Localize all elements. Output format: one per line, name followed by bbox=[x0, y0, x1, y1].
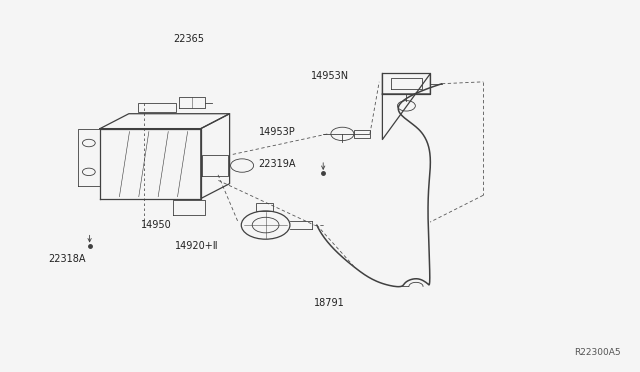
Text: 22319A: 22319A bbox=[258, 159, 296, 169]
Text: 18791: 18791 bbox=[314, 298, 345, 308]
Text: 14920+Ⅱ: 14920+Ⅱ bbox=[175, 241, 219, 250]
Text: 14950: 14950 bbox=[141, 220, 172, 230]
Text: R22300A5: R22300A5 bbox=[574, 348, 621, 357]
Text: 22318A: 22318A bbox=[49, 254, 86, 263]
Text: 22365: 22365 bbox=[173, 34, 204, 44]
Text: 14953P: 14953P bbox=[259, 127, 296, 137]
Bar bbox=[138, 103, 176, 112]
Text: 14953N: 14953N bbox=[310, 71, 349, 81]
Bar bbox=[354, 130, 370, 138]
Bar bbox=[256, 203, 273, 211]
